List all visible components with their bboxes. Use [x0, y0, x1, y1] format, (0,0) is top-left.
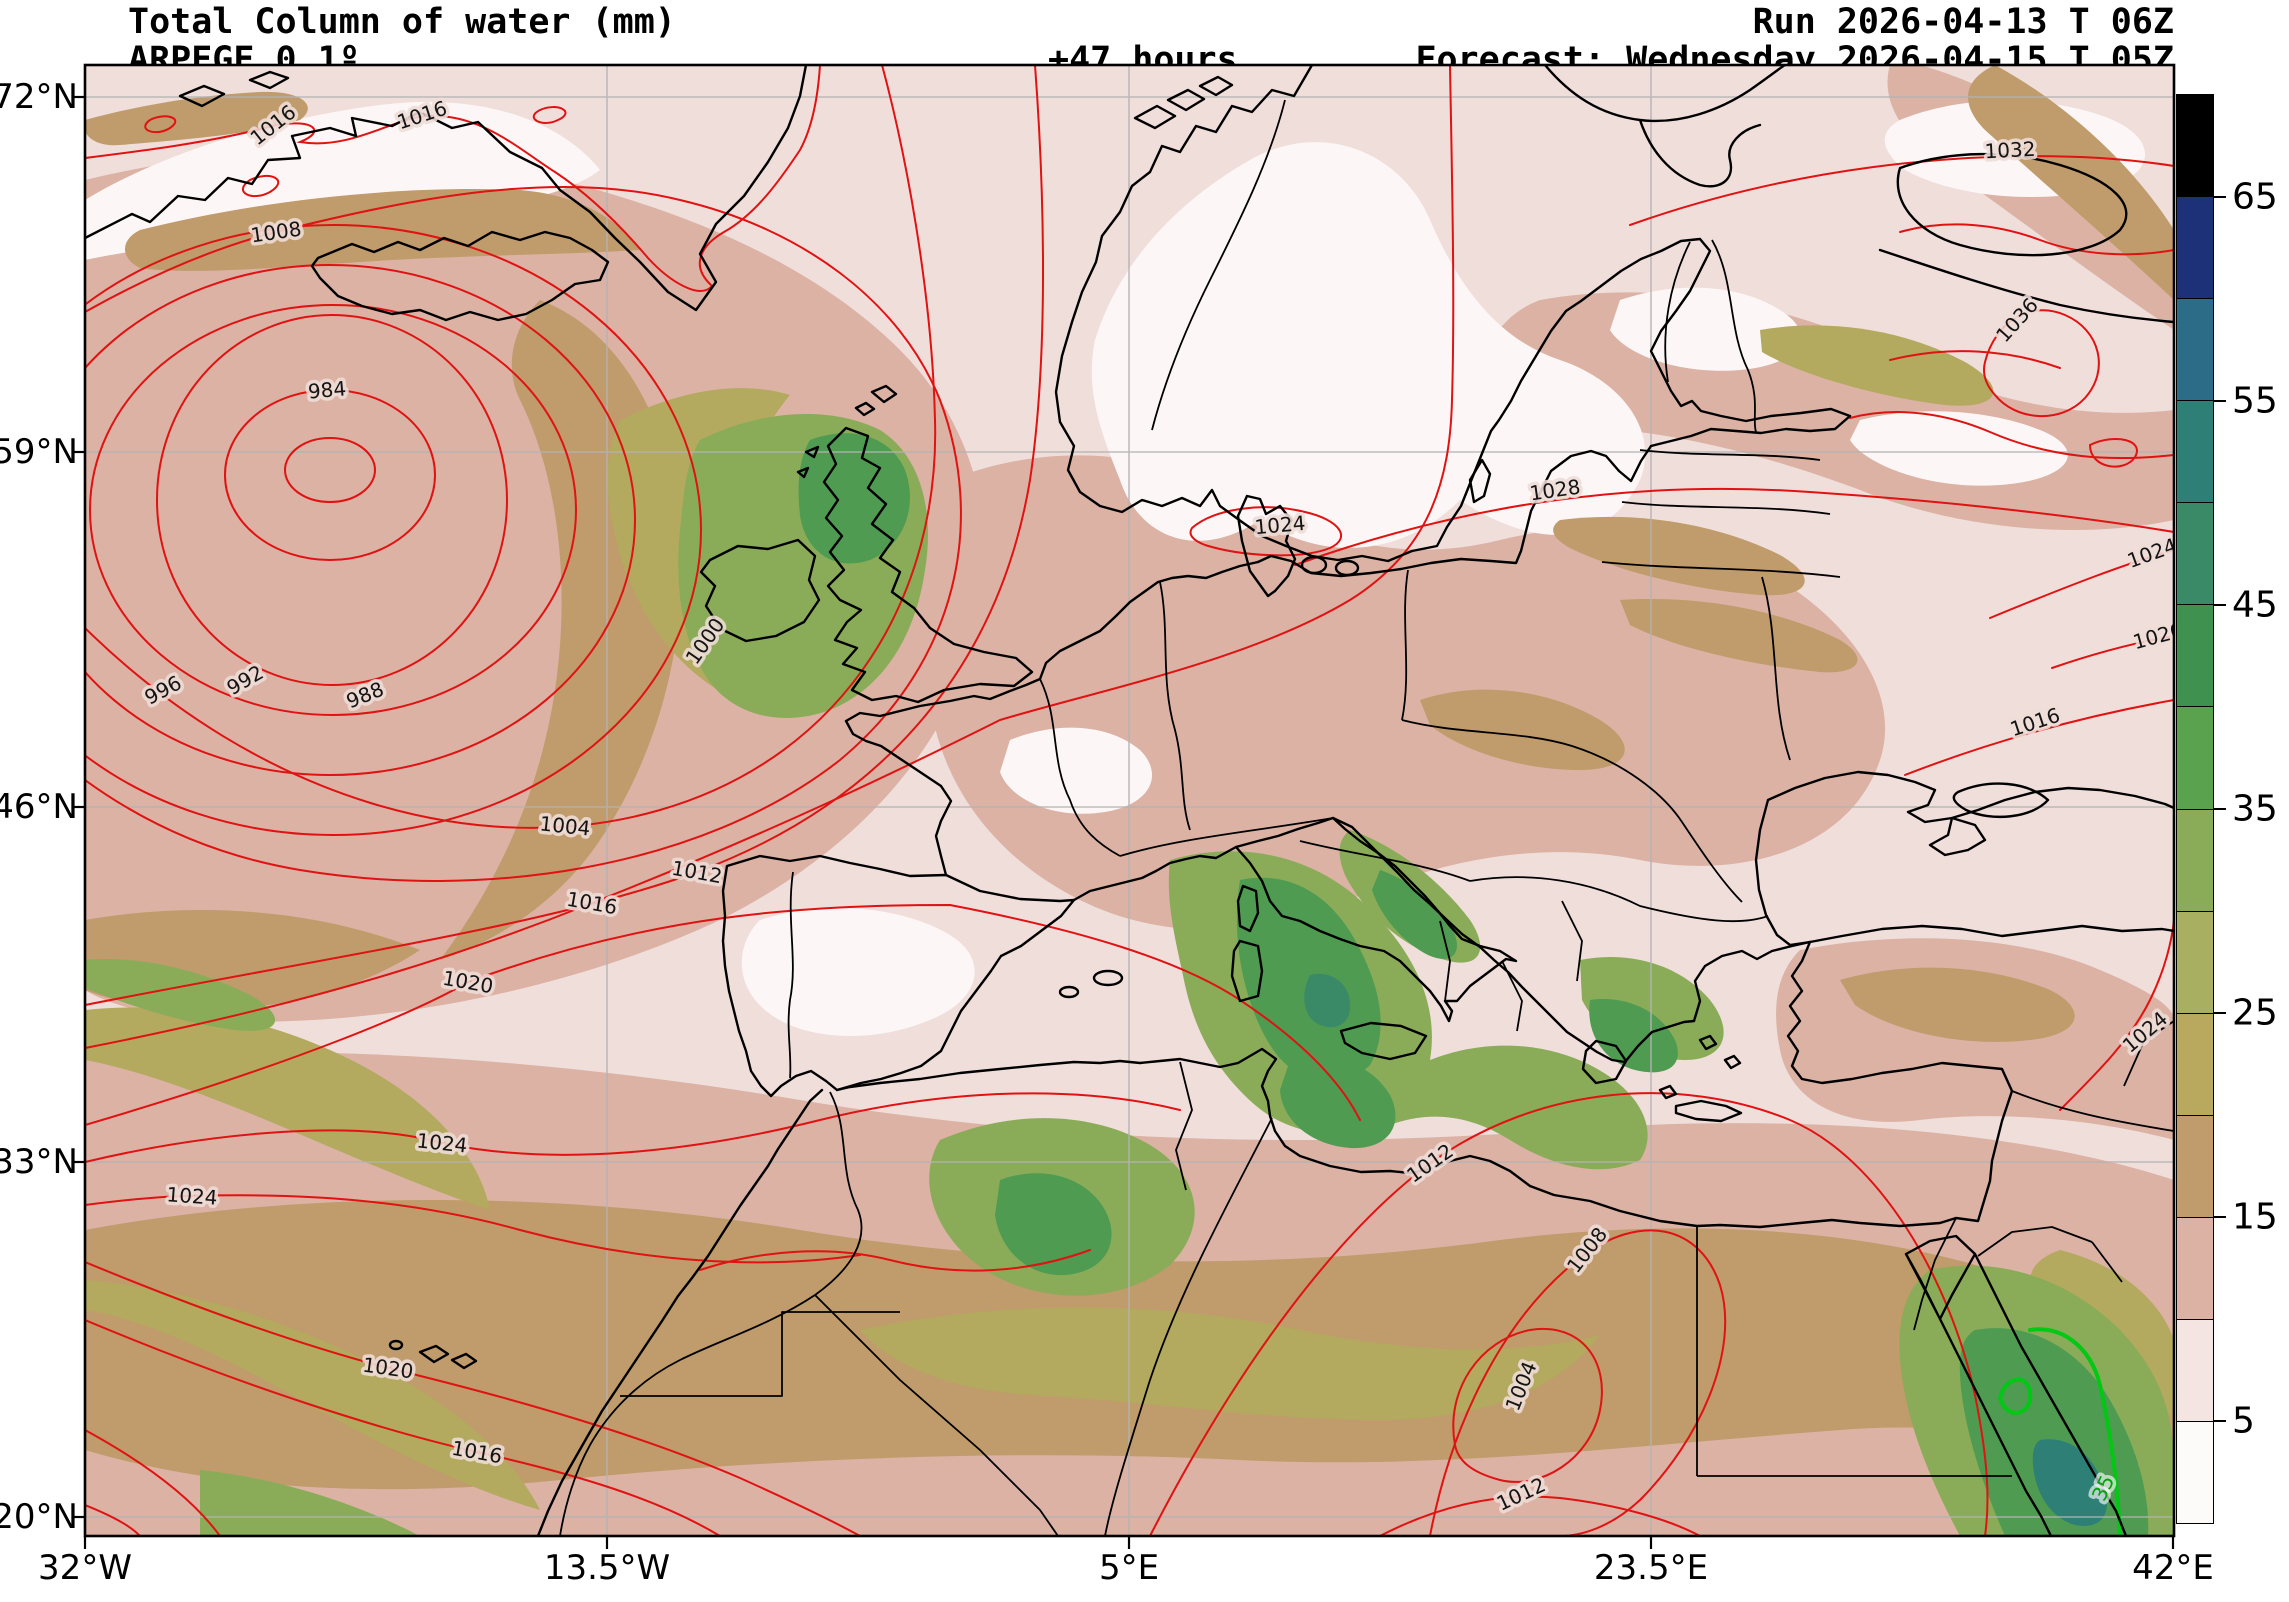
colorbar-segment [2177, 707, 2213, 810]
isobar-label: 1004 [538, 811, 591, 840]
isobar-contours [85, 65, 2174, 1536]
colorbar-segment [2177, 95, 2213, 198]
lat-tick-label: 72°N [0, 77, 78, 117]
colorbar-segment [2177, 809, 2213, 912]
colorbar-segment [2177, 197, 2213, 300]
axis-ticks [73, 95, 2175, 1549]
colorbar-tick [2213, 196, 2226, 198]
colorbar-tick-label: 35 [2232, 788, 2278, 830]
colorbar-tick-label: 55 [2232, 380, 2278, 422]
colorbar-tick-label: 15 [2232, 1196, 2278, 1238]
isobar-label: 1032 [1984, 137, 2036, 164]
colorbar-segment [2177, 503, 2213, 606]
map-frame [83, 63, 2176, 1538]
page-title: Total Column of water (mm) [128, 2, 676, 42]
isobar-label: 1024 [1254, 511, 1307, 539]
colorbar-segment [2177, 401, 2213, 504]
coastlines [85, 65, 2174, 1536]
colorbar-tick [2213, 400, 2226, 402]
lat-tick-label: 59°N [0, 432, 78, 472]
colorbar-tick [2213, 1420, 2226, 1422]
lon-tick-label: 32°W [38, 1548, 132, 1588]
colorbar-tick-label: 5 [2232, 1400, 2255, 1442]
gridlines [85, 65, 2174, 1536]
lat-tick-label: 20°N [0, 1497, 78, 1537]
colorbar-tick-label: 45 [2232, 584, 2278, 626]
isobar-label: 1024 [415, 1128, 468, 1157]
colorbar-tick [2213, 604, 2226, 606]
colorbar [2176, 94, 2214, 1524]
colorbar-tick [2213, 1012, 2226, 1014]
colorbar-tick-label: 65 [2232, 176, 2278, 218]
colorbar-segment [2177, 299, 2213, 402]
isobar-label: 1024 [166, 1182, 218, 1209]
isobar-label: 984 [307, 376, 347, 403]
lat-tick-label: 46°N [0, 787, 78, 827]
colorbar-tick [2213, 1216, 2226, 1218]
country-borders [559, 99, 2174, 1536]
lon-tick-label: 13.5°W [543, 1548, 671, 1588]
colorbar-segment [2177, 1422, 2213, 1524]
lat-tick-label: 33°N [0, 1142, 78, 1182]
green-contour [1997, 1327, 2122, 1536]
colorbar-segment [2177, 1319, 2213, 1423]
forecast-label: Forecast: Wednesday 2026-04-15 T 05Z [1415, 40, 2174, 80]
colorbar-segment [2177, 1115, 2213, 1218]
colorbar-segment [2177, 605, 2213, 708]
colorbar-segment [2177, 911, 2213, 1014]
run-label: Run 2026-04-13 T 06Z [1752, 2, 2174, 42]
lon-tick-label: 23.5°E [1593, 1548, 1709, 1588]
lon-tick-label: 42°E [2132, 1548, 2214, 1588]
colorbar-tick-label: 25 [2232, 992, 2278, 1034]
lon-tick-label: 5°E [1098, 1548, 1160, 1588]
colorbar-tick [2213, 808, 2226, 810]
colorbar-segment [2177, 1013, 2213, 1116]
colorbar-segment [2177, 1217, 2213, 1320]
